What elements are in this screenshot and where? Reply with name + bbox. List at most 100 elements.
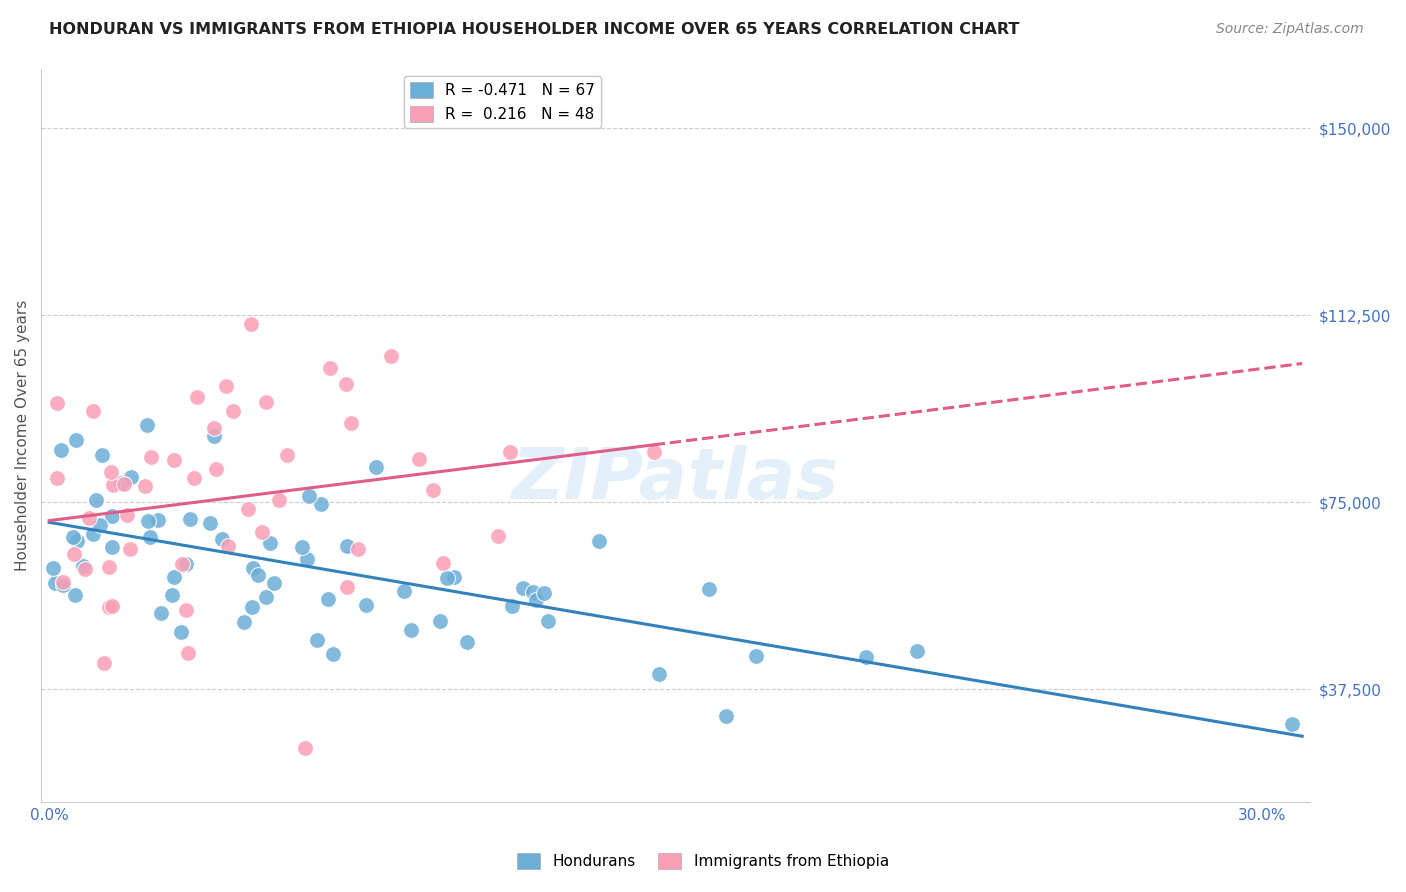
Point	[399, 623, 422, 637]
Point	[110, 475, 132, 490]
Point	[149, 607, 172, 621]
Point	[311, 497, 333, 511]
Point	[242, 561, 264, 575]
Point	[356, 599, 378, 613]
Point	[179, 511, 201, 525]
Point	[82, 527, 104, 541]
Y-axis label: Householder Income Over 65 years: Householder Income Over 65 years	[15, 300, 30, 571]
Point	[200, 516, 222, 531]
Point	[294, 741, 316, 756]
Point	[524, 593, 547, 607]
Point	[66, 533, 89, 548]
Point	[443, 570, 465, 584]
Point	[49, 442, 72, 457]
Point	[44, 576, 66, 591]
Point	[118, 541, 141, 556]
Point	[163, 569, 186, 583]
Legend: Hondurans, Immigrants from Ethiopia: Hondurans, Immigrants from Ethiopia	[510, 847, 896, 875]
Point	[73, 562, 96, 576]
Legend: R = -0.471   N = 67, R =  0.216   N = 48: R = -0.471 N = 67, R = 0.216 N = 48	[404, 76, 602, 128]
Point	[501, 599, 523, 613]
Point	[269, 493, 291, 508]
Point	[316, 591, 339, 606]
Point	[84, 493, 107, 508]
Point	[45, 471, 67, 485]
Point	[205, 462, 228, 476]
Point	[222, 404, 245, 418]
Point	[72, 559, 94, 574]
Point	[246, 568, 269, 582]
Point	[101, 540, 124, 554]
Point	[259, 536, 281, 550]
Point	[380, 350, 402, 364]
Point	[115, 508, 138, 522]
Point	[90, 448, 112, 462]
Point	[422, 483, 444, 497]
Point	[240, 600, 263, 615]
Point	[250, 524, 273, 539]
Point	[340, 416, 363, 430]
Point	[146, 512, 169, 526]
Point	[276, 448, 298, 462]
Point	[82, 403, 104, 417]
Point	[217, 539, 239, 553]
Point	[254, 590, 277, 604]
Point	[533, 586, 555, 600]
Point	[174, 602, 197, 616]
Point	[139, 530, 162, 544]
Point	[291, 540, 314, 554]
Point	[160, 588, 183, 602]
Point	[101, 599, 124, 614]
Point	[42, 560, 65, 574]
Point	[112, 477, 135, 491]
Point	[697, 582, 720, 596]
Point	[186, 390, 208, 404]
Point	[429, 614, 451, 628]
Point	[93, 657, 115, 671]
Point	[65, 588, 87, 602]
Point	[100, 465, 122, 479]
Point	[647, 667, 669, 681]
Point	[238, 502, 260, 516]
Text: HONDURAN VS IMMIGRANTS FROM ETHIOPIA HOUSEHOLDER INCOME OVER 65 YEARS CORRELATIO: HONDURAN VS IMMIGRANTS FROM ETHIOPIA HOU…	[49, 22, 1019, 37]
Point	[432, 556, 454, 570]
Point	[170, 558, 193, 572]
Point	[456, 635, 478, 649]
Point	[307, 633, 329, 648]
Point	[905, 644, 928, 658]
Point	[366, 459, 388, 474]
Point	[322, 647, 344, 661]
Point	[45, 396, 67, 410]
Point	[214, 378, 236, 392]
Point	[89, 517, 111, 532]
Point	[98, 559, 121, 574]
Point	[499, 444, 522, 458]
Point	[643, 445, 665, 459]
Point	[103, 478, 125, 492]
Point	[170, 625, 193, 640]
Point	[716, 708, 738, 723]
Point	[65, 433, 87, 447]
Text: ZIPatlas: ZIPatlas	[512, 444, 839, 514]
Point	[120, 470, 142, 484]
Point	[163, 452, 186, 467]
Point	[298, 489, 321, 503]
Point	[233, 615, 256, 629]
Point	[335, 376, 357, 391]
Point	[176, 558, 198, 572]
Point	[52, 574, 75, 589]
Point	[537, 614, 560, 628]
Point	[408, 452, 430, 467]
Point	[588, 533, 610, 548]
Point	[392, 584, 415, 599]
Point	[522, 585, 544, 599]
Point	[336, 580, 359, 594]
Point	[1281, 717, 1303, 731]
Point	[347, 541, 370, 556]
Point	[62, 531, 84, 545]
Point	[202, 429, 225, 443]
Point	[97, 599, 120, 614]
Point	[63, 547, 86, 561]
Text: Source: ZipAtlas.com: Source: ZipAtlas.com	[1216, 22, 1364, 37]
Point	[138, 514, 160, 528]
